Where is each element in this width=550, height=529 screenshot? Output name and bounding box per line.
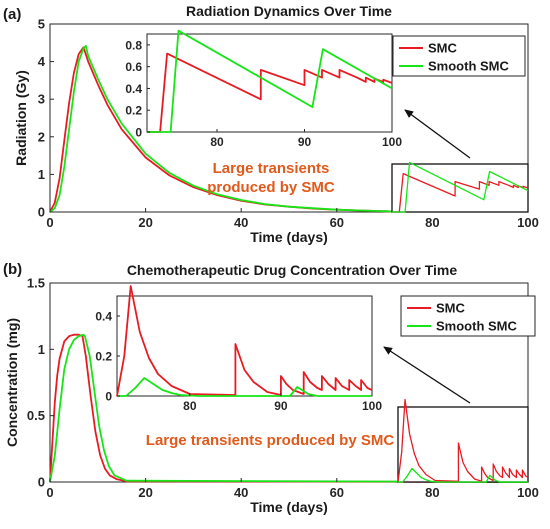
- panel-b-series-smooth-smc-line: [49, 333, 529, 483]
- radiation-chart: 0 20 40 60 80 100 0 1 2 3 4 5 Radiation Dynamics Ove…: [3, 3, 539, 245]
- panel-a-inset-series-smooth-smc-line: [147, 29, 393, 133]
- panel-b-inset-xtick-label: 90: [274, 399, 288, 413]
- panel-a-xtick-label: 0: [46, 215, 53, 230]
- panel-a-xtick-label: 20: [138, 215, 152, 230]
- panel-a-xtick-label: 80: [425, 215, 439, 230]
- panel-b-inset-xtick-label: 100: [362, 399, 382, 413]
- panel-a-legend-label: Smooth SMC: [428, 59, 509, 74]
- panel-b-zoom-series-smc-line: [397, 398, 529, 483]
- concentration-chart: 0 20 40 60 80 100 0 0.5 1 1.5 Chemotherapeutic Dru…: [3, 261, 539, 515]
- panel-b-inset-plot-area: [116, 295, 373, 397]
- panel-a-annotation-text: Large transients: [213, 160, 330, 177]
- panel-b-zoom-box: [397, 406, 529, 483]
- panel-b-title: Chemotherapeutic Drug Concentration Over…: [127, 262, 458, 278]
- panel-b-inset-xtick-label: 80: [183, 399, 197, 413]
- panel-b-y-axis-label: Concentration (mg): [4, 318, 20, 447]
- panel-a-annotation-text: produced by SMC: [207, 179, 335, 196]
- panel-a-ytick-label: 4: [38, 54, 46, 69]
- panel-b-xtick-label: 60: [330, 485, 344, 500]
- panel-b-x-axis-label: Time (days): [250, 499, 328, 515]
- panel-a-panel-label: (a): [3, 6, 21, 23]
- panel-b-legend-label: SMC: [436, 301, 466, 316]
- panel-a-xtick-label: 100: [517, 215, 539, 230]
- panel-b-ytick-label: 0: [38, 475, 45, 490]
- panel-b-series-smc-line: [49, 333, 529, 483]
- panel-a-inset-ytick-label: 0.6: [125, 60, 142, 74]
- panel-b-ytick-label: 0.5: [27, 408, 45, 423]
- panel-a-inset-xtick-label: 80: [210, 135, 224, 149]
- panel-b-xtick-label: 80: [425, 485, 439, 500]
- panel-a-ytick-label: 3: [38, 92, 45, 107]
- panel-a-series-smooth-smc-line: [49, 44, 397, 213]
- panel-b-annotation-text: Large transients produced by SMC: [146, 432, 395, 449]
- panel-a-ytick-label: 2: [38, 129, 45, 144]
- panel-b-inset-series-smooth-smc-line: [117, 377, 372, 397]
- panel-a-ytick-label: 0: [38, 205, 45, 220]
- panel-b-xtick-label: 100: [517, 485, 539, 500]
- panel-b-xtick-label: 40: [234, 485, 248, 500]
- panel-a-arrow: [404, 109, 471, 159]
- panel-b-inset-ytick-label: 0.2: [95, 350, 112, 364]
- panel-a-legend-label: SMC: [428, 41, 458, 56]
- panel-a-xtick-label: 40: [234, 215, 248, 230]
- panel-b-legend-label: Smooth SMC: [436, 319, 517, 334]
- panel-a-inset-xtick-label: 100: [382, 135, 402, 149]
- panel-b-panel-label: (b): [3, 261, 22, 278]
- panel-a-ytick-label: 1: [38, 167, 45, 182]
- panel-a-title: Radiation Dynamics Over Time: [186, 3, 392, 19]
- panel-b-xtick-label: 0: [46, 485, 53, 500]
- panel-b-ytick-label: 1.5: [27, 276, 45, 291]
- panel-a-legend-box: [392, 35, 526, 77]
- panel-a-inset-ytick-label: 0.2: [125, 104, 142, 118]
- panel-a-inset-ytick-label: 0: [135, 126, 142, 140]
- panel-b-inset-series-smc-line: [116, 285, 373, 397]
- panel-b-legend-box: [400, 295, 536, 337]
- panel-a-ytick-label: 5: [38, 17, 45, 32]
- panel-a-y-axis-label: Radiation (Gy): [13, 70, 29, 166]
- panel-a-xtick-label: 60: [330, 215, 344, 230]
- panel-b-arrow: [383, 346, 471, 404]
- panel-a-inset-ytick-label: 0.8: [125, 38, 142, 52]
- panel-b-inset-ytick-label: 0.4: [95, 310, 112, 324]
- panel-b-xtick-label: 20: [138, 485, 152, 500]
- panel-a-zoom-series-smooth-smc-line: [392, 161, 529, 213]
- panel-b-ytick-label: 1: [38, 342, 45, 357]
- panel-a-x-axis-label: Time (days): [250, 229, 328, 245]
- panel-a-inset-ytick-label: 0.4: [125, 82, 142, 96]
- panel-a-inset-xtick-label: 90: [298, 135, 312, 149]
- panel-b-inset-ytick-label: 0: [105, 390, 112, 404]
- panel-b-zoom-series-smooth-smc-line: [398, 467, 528, 483]
